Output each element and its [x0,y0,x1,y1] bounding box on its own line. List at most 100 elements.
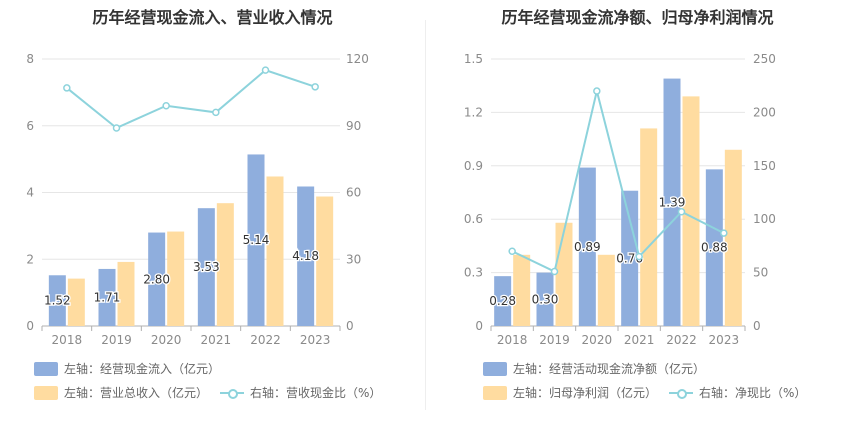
bar-data-label: 5.14 [243,233,270,247]
y-left-tick-label: 0 [26,319,34,333]
legend-label: 左轴：经营现金流入（亿元） [64,362,221,376]
y-left-tick-label: 4 [26,186,34,200]
legend-swatch-line [220,386,244,400]
y-left-tick-label: 1.5 [464,52,483,66]
y-right-tick-label: 120 [346,52,369,66]
bar [621,190,639,326]
y-right-tick-label: 200 [753,105,776,119]
bar [266,176,284,326]
legend-item-right-1[interactable]: 左轴：归母净利润（亿元） [483,384,657,401]
bar [67,278,85,326]
x-tick-label: 2018 [52,333,83,347]
bar-data-label: 0.88 [701,241,728,255]
x-tick-label: 2020 [582,333,613,347]
bar [640,128,658,326]
legend-label: 左轴：营业总收入（亿元） [64,386,209,400]
line-point [212,108,220,117]
y-left-tick-label: 0.3 [464,266,483,280]
y-right-tick-label: 30 [346,252,361,266]
legend-item-left-1[interactable]: 左轴：营业总收入（亿元） [34,384,208,401]
chart-title-left: 历年经营现金流入、营业收入情况 [92,8,333,27]
legend-label: 右轴：营收现金比（%） [250,386,382,400]
chart-panel-left: 历年经营现金流入、营业收入情况 0 2 4 6 8 0 30 60 90 120 2018 2019 2… [26,8,381,401]
line-point [261,66,270,74]
y-right-tick-label: 250 [753,52,776,66]
bar-data-label: 1.52 [44,294,71,308]
bar [705,169,723,326]
bar [247,154,265,326]
y-right-tick-label: 50 [753,266,768,280]
bar [724,149,742,326]
y-left-tick-label: 1.2 [464,105,483,119]
y-left-tick-label: 0 [475,319,483,333]
legend-item-left-2[interactable]: 右轴：营收现金比（%） [220,384,381,401]
legend-item-right-2[interactable]: 右轴：净现比（%） [669,384,806,401]
y-left-tick-label: 8 [26,52,34,66]
bar [494,276,512,326]
line-point [508,247,516,255]
line-point [112,124,121,132]
legend-label: 右轴：净现比（%） [699,386,807,400]
y-right-tick-label: 60 [346,186,361,200]
y-right-tick-label: 90 [346,119,361,133]
line-point [63,84,71,92]
bar [555,222,573,326]
legend-label: 左轴：经营活动现金流净额（亿元） [513,362,706,376]
bar-data-label: 1.39 [659,195,686,209]
line-point [550,267,559,276]
x-tick-label: 2019 [101,333,132,347]
chart-title-right: 历年经营现金流净额、归母净利润情况 [501,8,774,27]
x-tick-label: 2023 [300,333,331,347]
y-left-tick-label: 0.9 [464,159,483,173]
bar [682,96,700,326]
legend-item-right-0[interactable]: 左轴：经营活动现金流净额（亿元） [483,360,705,377]
y-right-tick-label: 0 [346,319,354,333]
bar [578,167,596,326]
line-point [720,229,728,237]
x-tick-label: 2019 [539,333,570,347]
y-right-tick-label: 0 [753,319,761,333]
line-series [511,90,725,273]
line-point [593,87,601,95]
bar [513,254,531,326]
bar [148,232,166,326]
x-tick-label: 2021 [201,333,232,347]
bar [167,231,185,326]
bar-data-label: 4.18 [292,249,319,263]
x-tick-label: 2020 [151,333,182,347]
legend-swatch-bar-orange [34,385,58,400]
bar [536,272,554,326]
x-tick-label: 2022 [666,333,697,347]
legend-swatch-bar-blue [483,361,507,376]
x-tick-label: 2018 [497,333,528,347]
bar-data-label: 2.80 [143,272,170,286]
chart-svg-left: 0 2 4 6 8 0 30 60 90 120 2018 2019 2020 2021 2022 2023 1… [26,52,369,347]
chart-svg-right: 0 0.3 0.6 0.9 1.2 1.5 0 50 100 150 200 250 2018 2019 2… [464,52,776,347]
chart-panel-right: 历年经营现金流净额、归母净利润情况 0 0.3 0.6 0.9 1.2 1.5 0 50 100… [425,0,850,436]
x-tick-label: 2021 [624,333,655,347]
bar [297,186,315,326]
line-point [162,101,170,110]
y-left-tick-label: 0.6 [464,212,483,226]
y-left-tick-label: 2 [26,252,34,266]
x-tick-label: 2022 [250,333,281,347]
bar-data-label: 0.89 [574,240,601,254]
bar [316,196,334,326]
line-point [677,207,686,216]
legend-item-left-0[interactable]: 左轴：经营现金流入（亿元） [34,360,220,377]
legend-label: 左轴：归母净利润（亿元） [513,386,658,400]
line-point [635,252,643,261]
legend-swatch-bar-orange [483,385,507,400]
legend-swatch-line [669,386,693,400]
bar-data-label: 1.71 [94,290,121,304]
panel-divider [425,20,426,410]
legend-swatch-bar-blue [34,361,58,376]
bar-data-label: 0.30 [532,292,559,306]
bar [98,268,116,326]
y-right-tick-label: 100 [753,212,776,226]
bar [597,254,615,326]
bar-data-label: 3.53 [193,260,220,274]
line-point [311,83,319,91]
y-left-tick-label: 6 [26,119,34,133]
bar [663,78,681,326]
